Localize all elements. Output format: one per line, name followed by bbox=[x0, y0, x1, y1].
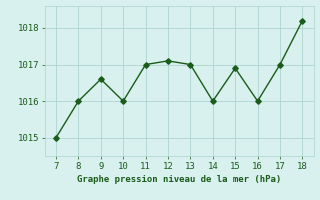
X-axis label: Graphe pression niveau de la mer (hPa): Graphe pression niveau de la mer (hPa) bbox=[77, 175, 281, 184]
